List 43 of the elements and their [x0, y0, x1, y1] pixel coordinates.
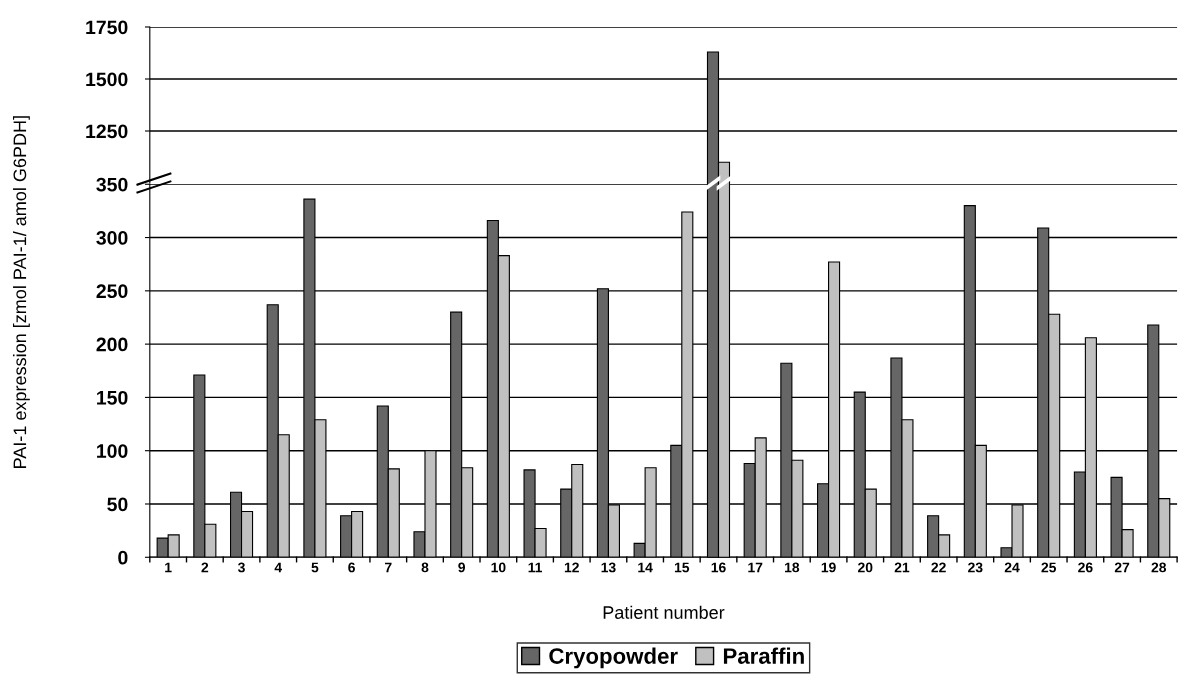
legend-label: Paraffin [723, 647, 804, 664]
x-tick-label: 7 [385, 562, 392, 573]
x-tick-label: 10 [491, 562, 506, 573]
x-tick-label: 25 [1041, 562, 1057, 573]
x-tick-label: 28 [1151, 562, 1167, 573]
x-tick-label: 9 [458, 562, 466, 573]
x-axis-title: Patient number [603, 605, 725, 619]
x-tick-label: 20 [858, 562, 873, 573]
x-tick-label: 14 [638, 562, 653, 573]
y-tick-label: 250 [96, 284, 128, 299]
x-tick-label: 4 [274, 562, 283, 573]
x-tick-label: 6 [348, 562, 355, 573]
legend-label: Cryopowder [549, 647, 678, 669]
x-tick-label: 11 [528, 562, 543, 573]
y-tick-label: 1750 [86, 20, 128, 35]
x-tick-label: 12 [564, 562, 579, 573]
x-tick-label: 22 [931, 562, 946, 573]
x-tick-label: 13 [601, 562, 616, 573]
x-tick-label: 8 [421, 562, 429, 573]
x-tick-label: 3 [237, 562, 245, 573]
x-tick-label: 27 [1114, 562, 1130, 573]
x-tick-label: 23 [968, 562, 983, 573]
x-tick-label: 17 [748, 562, 763, 573]
y-tick-label: 150 [97, 390, 128, 405]
y-tick-label: 1250 [86, 124, 128, 139]
x-tick-label: 24 [1004, 562, 1020, 573]
x-tick-label: 5 [311, 562, 319, 573]
x-tick-label: 18 [785, 562, 800, 573]
x-tick-label: 2 [201, 562, 209, 573]
x-tick-label: 16 [711, 562, 726, 573]
y-tick-label: 300 [96, 231, 128, 245]
x-tick-label: 15 [674, 562, 690, 573]
x-tick-label: 21 [894, 562, 910, 573]
x-tick-label: 26 [1078, 562, 1093, 573]
y-tick-label: 50 [107, 497, 128, 512]
y-tick-label: 200 [96, 337, 128, 352]
y-tick-label: 350 [96, 177, 128, 192]
x-tick-label: 19 [821, 562, 836, 573]
y-tick-label: 0 [118, 550, 128, 565]
x-tick-label: 1 [165, 562, 172, 573]
y-tick-label: 100 [97, 444, 128, 458]
y-tick-label: 1500 [86, 72, 128, 87]
y-axis-title: PAI-1 expression [zmol PAI-1/ amol G6PDH] [12, 116, 30, 468]
